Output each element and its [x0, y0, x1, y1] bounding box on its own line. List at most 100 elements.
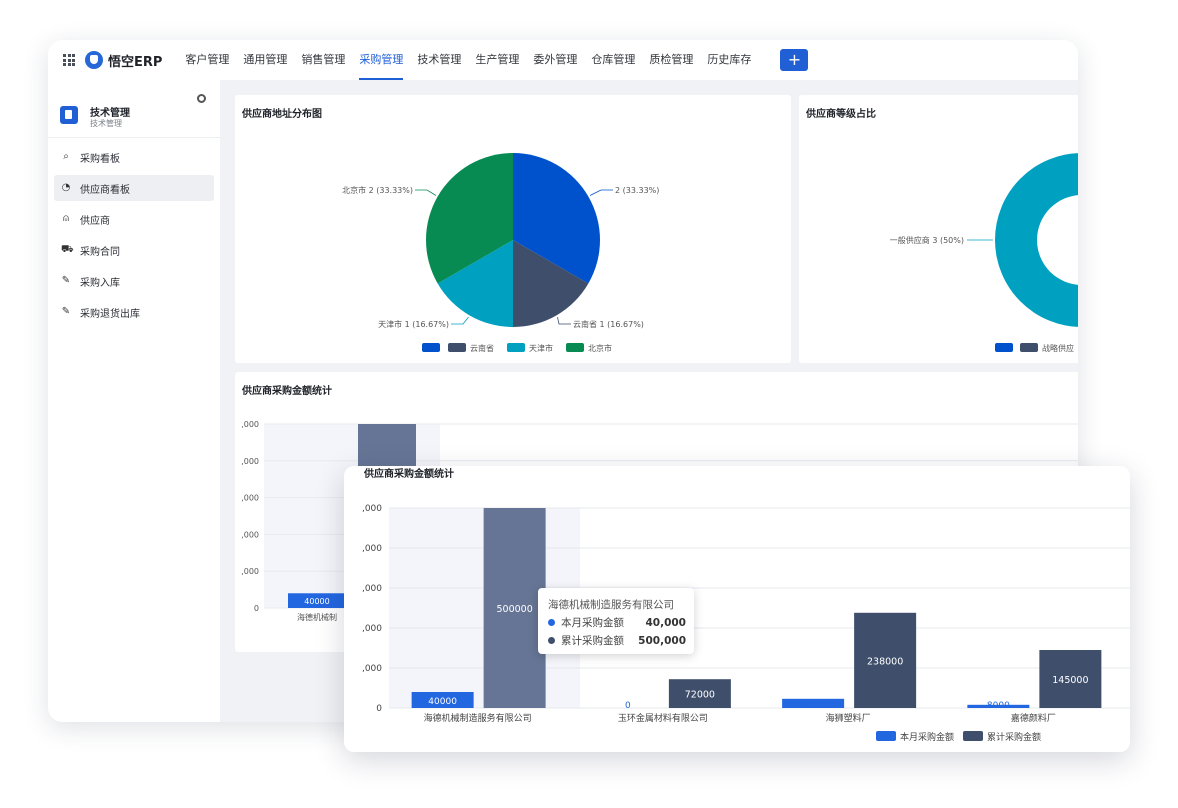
- bar-month: [782, 698, 845, 708]
- bar-month: [411, 692, 474, 708]
- chart-tooltip: 海德机械制造服务有限公司 本月采购金额 40,000 累计采购金额 500,00…: [538, 588, 694, 654]
- pie-slice: [513, 153, 600, 284]
- nav-item[interactable]: 采购管理: [352, 40, 410, 80]
- sidebar-item[interactable]: ◔ 供应商看板: [54, 175, 214, 201]
- pie-label-line: [451, 316, 469, 325]
- legend-swatch: [1020, 343, 1038, 352]
- y-tick-label: ,000: [362, 544, 382, 554]
- legend-swatch: [995, 343, 1013, 352]
- tooltip-series-value: 500,000: [638, 634, 686, 647]
- legend-swatch: [566, 343, 584, 352]
- edit-icon: ✎: [61, 275, 71, 286]
- tooltip-title: 海德机械制造服务有限公司: [548, 599, 674, 611]
- tooltip-row-month: 本月采购金额 40,000: [548, 615, 686, 630]
- nav-item[interactable]: 历史库存: [707, 53, 752, 66]
- tooltip-series-name: 本月采购金额: [561, 617, 624, 629]
- legend-label: 北京市: [588, 343, 612, 353]
- tooltip-row-total: 累计采购金额 500,000: [548, 633, 686, 648]
- add-button[interactable]: +: [780, 49, 809, 71]
- module-icon: [60, 106, 78, 124]
- apps-grid-icon[interactable]: [63, 54, 75, 66]
- search-icon: ⌕: [63, 151, 69, 162]
- pie-slice: [437, 240, 513, 327]
- level-donut-chart: 一般供应商 3 (50%) 战略供应: [890, 153, 1078, 353]
- cart-icon: ⛟: [61, 244, 74, 255]
- card-title: 供应商采购金额统计: [242, 386, 332, 397]
- y-tick-label: ,000: [241, 530, 259, 539]
- sidebar-item-label: 采购入库: [80, 277, 120, 289]
- pie-slice: [513, 240, 589, 327]
- series-dot-icon: [548, 637, 555, 644]
- nav-item[interactable]: 销售管理: [301, 53, 346, 66]
- zoomed-chart-title: 供应商采购金额统计: [364, 469, 454, 480]
- bar-month: [967, 704, 1030, 708]
- sidebar-item[interactable]: ⍝ 供应商: [54, 206, 214, 232]
- y-tick-label: 0: [376, 704, 382, 714]
- bar-data-label: 500000: [496, 604, 532, 615]
- pie-label-line: [415, 189, 437, 196]
- bar-data-label: 72000: [685, 690, 715, 701]
- brand-name: 悟空ERP: [108, 54, 163, 70]
- nav-item[interactable]: 客户管理: [185, 53, 230, 66]
- y-tick-label: ,000: [241, 494, 259, 503]
- sidebar-subtitle: 技术管理: [90, 119, 122, 128]
- nav-item[interactable]: 仓库管理: [591, 53, 636, 66]
- bar-data-label: 145000: [1052, 675, 1088, 686]
- x-tick-label: 海德机械制: [297, 612, 337, 622]
- address-pie-chart: 2 (33.33%) 云南省 1 (16.67%) 天津市 1 (16.67%) 北京…: [342, 153, 659, 353]
- logo-icon: [85, 51, 103, 69]
- sidebar-item-label: 供应商: [80, 215, 110, 227]
- supplier-level-card: 供应商等级占比 一般供应商 3 (50%) 战略供应: [799, 95, 1078, 363]
- zoomed-amount-chart-panel: 供应商采购金额统计 0 ,000 ,000 ,000 ,000 ,000 40000 5000…: [344, 466, 1130, 752]
- address-distribution-card: 供应商地址分布图 2 (33.33%) 云南省 1 (16.67%) 天津市 1 (…: [235, 95, 791, 363]
- gear-icon[interactable]: [197, 94, 206, 103]
- pie-slice-label: 北京市 2 (33.33%): [342, 185, 413, 195]
- main-nav: 客户管理 通用管理 销售管理 采购管理 技术管理 生产管理 委外管理 仓库管理 质检管理 历史库存: [178, 40, 758, 80]
- sidebar-item[interactable]: ⛟ 采购合同: [54, 237, 214, 263]
- donut-slice: [995, 153, 1078, 327]
- bar-total: [854, 612, 917, 708]
- sidebar-item[interactable]: ✎ 采购入库: [54, 268, 214, 294]
- sidebar-item[interactable]: ✎ 采购退货出库: [54, 299, 214, 325]
- bar-month: [288, 593, 346, 608]
- pie-label-line: [589, 189, 613, 196]
- pie-slice-label: 天津市 1 (16.67%): [378, 319, 449, 329]
- legend-label: 累计采购金额: [987, 731, 1041, 743]
- sidebar-title: 技术管理: [90, 108, 130, 119]
- bar-total: [1039, 650, 1102, 708]
- sidebar-item-label: 采购看板: [80, 153, 120, 165]
- nav-item[interactable]: 通用管理: [243, 53, 288, 66]
- bar-data-label: 238000: [867, 656, 903, 667]
- x-tick-label: 玉环金属材料有限公司: [618, 712, 708, 724]
- x-tick-label: 海德机械制造服务有限公司: [424, 712, 532, 724]
- sidebar-item[interactable]: ⌕ 采购看板: [54, 144, 214, 170]
- legend-swatch: [448, 343, 466, 352]
- nav-item[interactable]: 技术管理: [417, 53, 462, 66]
- donut-slice-label: 一般供应商 3 (50%): [890, 235, 964, 245]
- pie-slice-label: 云南省 1 (16.67%): [573, 319, 644, 329]
- nav-item[interactable]: 生产管理: [475, 53, 520, 66]
- user-icon: ⍝: [63, 213, 69, 224]
- legend-label: 云南省: [470, 343, 494, 353]
- legend-swatch: [876, 731, 896, 741]
- card-title: 供应商等级占比: [806, 109, 876, 120]
- nav-item[interactable]: 委外管理: [533, 53, 578, 66]
- y-tick-label: ,000: [362, 624, 382, 634]
- top-bar: 悟空ERP 客户管理 通用管理 销售管理 采购管理 技术管理 生产管理 委外管理 仓库管理 质检…: [48, 40, 1078, 80]
- series-dot-icon: [548, 619, 555, 626]
- pie-label-line: [557, 316, 571, 325]
- y-tick-label: ,000: [362, 664, 382, 674]
- tooltip-series-value: 40,000: [645, 616, 686, 629]
- nav-item[interactable]: 质检管理: [649, 53, 694, 66]
- bar-data-label: 8000: [987, 701, 1010, 711]
- legend-label: 本月采购金额: [900, 731, 954, 743]
- legend-label: 天津市: [529, 343, 553, 353]
- y-tick-label: ,000: [241, 420, 259, 429]
- tooltip-series-name: 累计采购金额: [561, 635, 624, 647]
- sidebar-item-label: 采购合同: [80, 246, 120, 258]
- pie-slice-label: 2 (33.33%): [615, 186, 659, 195]
- sidebar-item-label: 采购退货出库: [80, 308, 140, 320]
- pie-slice: [426, 153, 513, 284]
- legend-label: 战略供应: [1042, 343, 1074, 353]
- card-title: 供应商地址分布图: [242, 109, 322, 120]
